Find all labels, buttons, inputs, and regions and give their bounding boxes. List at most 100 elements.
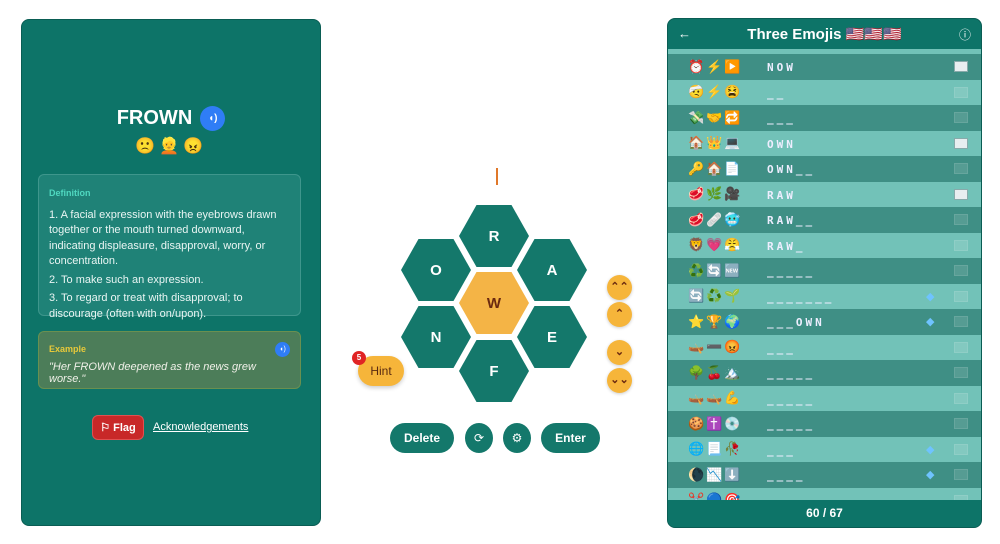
book-icon <box>954 239 968 251</box>
row-answer: _______ <box>767 290 835 304</box>
book-icon <box>954 112 968 123</box>
letter-tile[interactable]: E <box>517 306 587 368</box>
row-emojis: 🦁💗😤 <box>688 237 743 253</box>
answers-panel: ← Three Emojis 🇺🇸🇺🇸🇺🇸 ⓘ ⏰⚡▶️ NOW 🤕⚡😫 __ … <box>667 18 982 528</box>
definition-item: 1. A facial expression with the eyebrows… <box>49 208 277 268</box>
progress-count: 60 / 67 <box>668 500 981 527</box>
book-icon <box>954 265 968 276</box>
answer-row[interactable]: ⏰⚡▶️ NOW <box>668 54 981 80</box>
answer-row[interactable]: 🏠👑💻 OWN <box>668 130 981 156</box>
input-cursor <box>496 168 498 185</box>
row-emojis: 🔑🏠📄 <box>688 160 743 176</box>
flag-button[interactable]: ⚐ Flag <box>92 415 144 440</box>
book-icon <box>954 316 968 327</box>
center-letter-tile[interactable]: W <box>459 272 529 334</box>
hint-button[interactable]: Hint <box>358 356 404 386</box>
row-emojis: ⏰⚡▶️ <box>688 58 743 74</box>
book-icon <box>954 86 968 98</box>
row-answer: RAW__ <box>767 214 816 227</box>
row-answer: _____ <box>767 367 816 380</box>
example-text: "Her FROWN deepened as the news grew wor… <box>49 361 256 385</box>
row-emojis: 🥩🩹🥶 <box>688 211 743 227</box>
book-icon <box>954 341 968 353</box>
help-icon[interactable]: ⓘ <box>958 28 971 42</box>
answer-row[interactable]: 🥩🌿🎥 RAW <box>668 181 981 207</box>
row-emojis: ⭐🏆🌍 <box>688 313 743 329</box>
diamond-icon: ◆ <box>926 469 935 482</box>
answer-row[interactable]: 🦁💗😤 RAW_ <box>668 232 981 258</box>
book-icon <box>954 290 968 302</box>
scroll-down-button[interactable]: ⌄ <box>607 340 632 365</box>
book-icon <box>954 392 968 404</box>
definition-box: Definition 1. A facial expression with t… <box>38 174 301 320</box>
row-answer: __ <box>767 86 787 100</box>
gear-icon: ⚙ <box>511 431 523 445</box>
row-answer: ___ <box>767 443 796 457</box>
diamond-icon: ◆ <box>926 316 935 329</box>
answers-list[interactable]: ⏰⚡▶️ NOW 🤕⚡😫 __ 💸🤝🔁 ___ 🏠👑💻 OWN 🔑🏠📄 OWN_… <box>668 49 981 502</box>
answer-row[interactable]: 🛶➖😡 ___ <box>668 334 981 360</box>
example-label: Example <box>49 344 87 354</box>
row-emojis: 💸🤝🔁 <box>688 109 743 125</box>
answer-row[interactable]: 🛶🛶💪 _____ <box>668 385 981 411</box>
answer-row[interactable]: 🌐📃🥀 ___ ◆ <box>668 436 981 462</box>
row-emojis: 🌘📉⬇️ <box>688 466 743 482</box>
answer-row[interactable]: 🌳🍒🏔️ _____ <box>668 360 981 386</box>
answer-row[interactable]: 🔑🏠📄 OWN__ <box>668 156 981 182</box>
answer-row[interactable]: ✂️🔵🎯 <box>668 487 981 502</box>
row-emojis: 🛶🛶💪 <box>688 390 743 406</box>
answer-row[interactable]: 🔄♻️🌱 _______ ◆ <box>668 283 981 309</box>
answer-row[interactable]: 🌘📉⬇️ ____ ◆ <box>668 462 981 488</box>
enter-button[interactable]: Enter <box>541 423 600 453</box>
row-answer: OWN <box>767 137 796 151</box>
row-answer: ___ <box>767 112 796 125</box>
flag-icon: ⚐ <box>100 422 114 434</box>
speaker-icon[interactable]: ◖) <box>275 342 290 357</box>
hint-count-badge: 5 <box>352 351 366 365</box>
speaker-icon[interactable]: ◖) <box>200 106 226 131</box>
example-box: Example ◖) "Her FROWN deepened as the ne… <box>38 331 301 389</box>
settings-button[interactable]: ⚙ <box>503 423 531 453</box>
book-icon[interactable] <box>954 137 968 149</box>
book-icon[interactable] <box>954 61 968 72</box>
book-icon <box>954 214 968 225</box>
scroll-bottom-button[interactable]: ⌄⌄ <box>607 368 632 393</box>
row-emojis: 🛶➖😡 <box>688 339 743 355</box>
answer-row[interactable]: 💸🤝🔁 ___ <box>668 105 981 131</box>
row-emojis: 🔄♻️🌱 <box>688 288 743 304</box>
delete-button[interactable]: Delete <box>390 423 454 453</box>
letter-tile[interactable]: N <box>401 306 471 368</box>
definition-item: 2. To make such an expression. <box>49 273 204 286</box>
letter-tile[interactable]: O <box>401 239 471 301</box>
row-answer: _____ <box>767 392 816 406</box>
definition-item: 3. To regard or treat with disapproval; … <box>49 292 243 320</box>
letter-tile[interactable]: F <box>459 340 529 402</box>
row-answer: ____ <box>767 469 806 482</box>
row-answer: _____ <box>767 418 816 431</box>
answer-row[interactable]: ♻️🔄🆕 _____ <box>668 258 981 284</box>
letter-tile[interactable]: R <box>459 205 529 267</box>
back-arrow-icon[interactable]: ← <box>678 26 691 41</box>
row-emojis: 🥩🌿🎥 <box>688 186 743 202</box>
row-answer: NOW <box>767 61 796 74</box>
list-title: Three Emojis 🇺🇸🇺🇸🇺🇸 <box>747 26 902 43</box>
word-panel: FROWN ◖) 🙁👱😠 Definition 1. A facial expre… <box>21 19 321 526</box>
shuffle-button[interactable]: ⟳ <box>465 423 493 453</box>
answer-row[interactable]: 🥩🩹🥶 RAW__ <box>668 207 981 233</box>
row-emojis: 🤕⚡😫 <box>688 84 743 100</box>
row-emojis: 🌳🍒🏔️ <box>688 364 743 380</box>
answer-row[interactable]: ⭐🏆🌍 ___OWN ◆ <box>668 309 981 335</box>
scroll-up-button[interactable]: ⌃ <box>607 302 632 327</box>
book-icon[interactable] <box>954 188 968 200</box>
row-emojis: ✂️🔵🎯 <box>688 492 743 502</box>
letter-tile[interactable]: A <box>517 239 587 301</box>
scroll-top-button[interactable]: ⌃⌃ <box>607 275 632 300</box>
row-answer: _____ <box>767 265 816 278</box>
acknowledgements-link[interactable]: Acknowledgements <box>153 421 249 433</box>
answers-header: ← Three Emojis 🇺🇸🇺🇸🇺🇸 ⓘ <box>668 19 981 49</box>
diamond-icon: ◆ <box>926 290 935 303</box>
row-answer: ___ <box>767 341 796 355</box>
answer-row[interactable]: 🍪✝️💿 _____ <box>668 411 981 437</box>
answer-row[interactable]: 🤕⚡😫 __ <box>668 79 981 105</box>
book-icon <box>954 418 968 429</box>
